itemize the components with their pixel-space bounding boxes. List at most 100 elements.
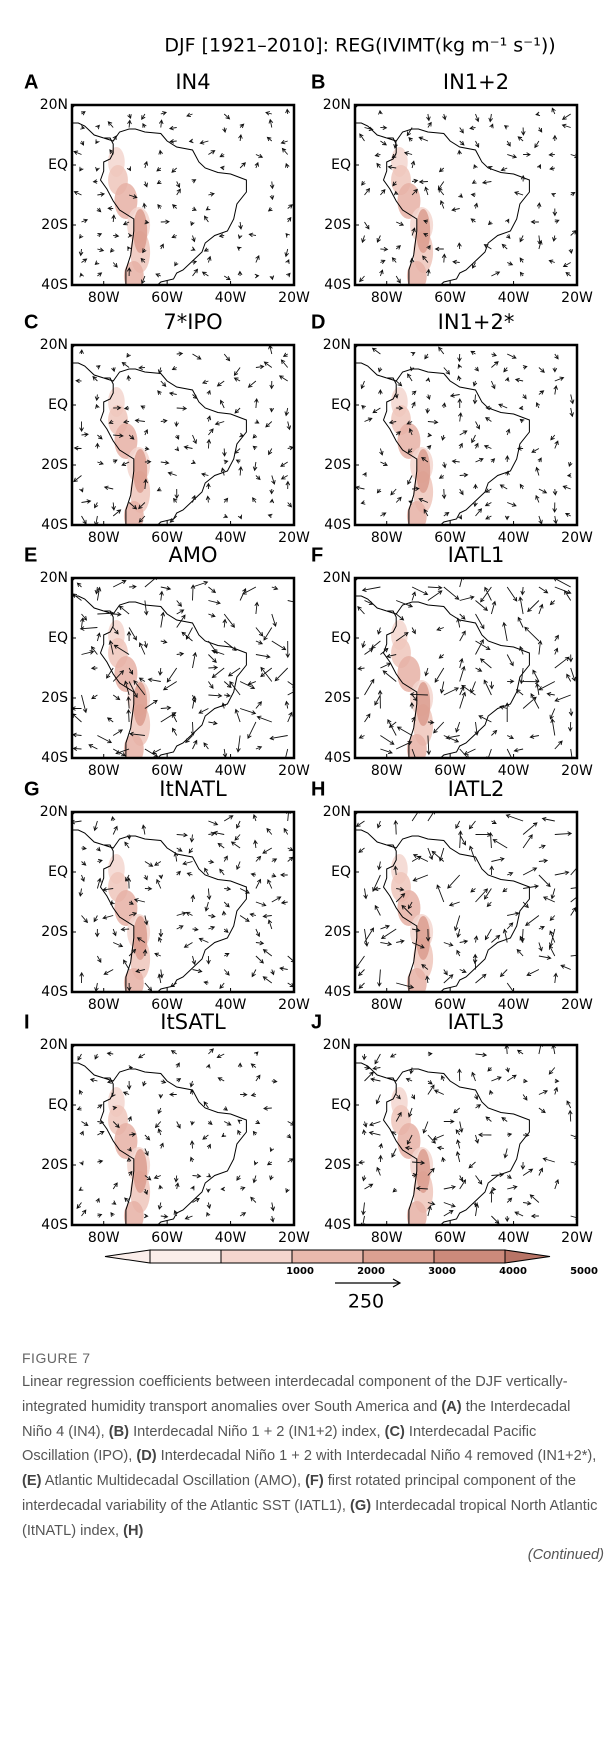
- panel-letter: D: [311, 311, 325, 333]
- lon-label: 20W: [561, 1230, 593, 1246]
- caption-run: Atlantic Multidecadal Oscillation (AMO),: [41, 1473, 306, 1490]
- lat-label: 20S: [41, 1157, 68, 1173]
- coastline: [382, 128, 530, 285]
- lat-label: 40S: [324, 984, 351, 1000]
- lat-label: 40S: [41, 984, 68, 1000]
- moisture-core: [416, 449, 431, 493]
- lon-label: 80W: [88, 997, 120, 1013]
- lat-label: 20S: [324, 690, 351, 706]
- colorbar-segment: [149, 1249, 222, 1264]
- reference-arrow-head: [392, 1278, 402, 1288]
- moisture-core: [133, 209, 148, 253]
- lon-label: 60W: [151, 1230, 183, 1246]
- panel-title: AMO: [168, 543, 217, 567]
- lon-label: 60W: [434, 1230, 466, 1246]
- continued: (Continued): [527, 1546, 604, 1563]
- map-frame: [353, 103, 579, 287]
- lat-label: 20N: [323, 97, 351, 113]
- moisture-shading: [123, 1201, 144, 1225]
- map-frame: [70, 1043, 296, 1227]
- lat-label: EQ: [331, 864, 351, 880]
- panel-title: ItNATL: [159, 777, 227, 801]
- caption-run: (B): [108, 1423, 130, 1440]
- lat-label: 20N: [40, 570, 68, 586]
- caption-label: FIGURE 7: [22, 1350, 91, 1366]
- lon-label: 80W: [88, 290, 120, 306]
- lat-label: 20S: [41, 924, 68, 940]
- coastline: [374, 96, 399, 104]
- coastline: [374, 1036, 399, 1044]
- panel-title: IN1+2: [443, 70, 509, 94]
- coastline: [99, 601, 247, 758]
- lon-label: 20W: [278, 530, 310, 546]
- map-content: [72, 96, 294, 285]
- panel-letter: J: [311, 1011, 322, 1033]
- coastline: [91, 96, 116, 104]
- map: 20N EQ 20S 40S 80W 60W 40W 20W: [40, 804, 310, 1013]
- lon-label: 80W: [88, 530, 120, 546]
- caption-run: (D): [136, 1448, 157, 1465]
- lat-label: EQ: [331, 630, 351, 646]
- map-frame: [353, 343, 579, 527]
- map-frame: [70, 103, 296, 287]
- caption-continued: (Continued): [22, 1544, 604, 1566]
- colorbar-label: 3000: [428, 1266, 456, 1277]
- map: 20N EQ 20S 40S 80W 60W 40W 20W: [40, 1036, 310, 1246]
- caption-run: Linear regression coefficients between i…: [22, 1374, 568, 1415]
- caption-run: Interdecadal Niño 1 + 2 (IN1+2) index,: [129, 1423, 385, 1440]
- wind-vectors: [355, 346, 575, 525]
- moisture-shading: [406, 501, 427, 525]
- lat-label: 40S: [41, 750, 68, 766]
- panel-letter: C: [24, 311, 38, 333]
- map: 20N EQ 20S 40S 80W 60W 40W 20W: [323, 337, 593, 546]
- coastline: [355, 122, 387, 139]
- map-content: [72, 578, 294, 758]
- coastline: [72, 829, 104, 846]
- map-content: [72, 812, 294, 992]
- wind-vectors: [359, 107, 577, 284]
- wind-vectors: [357, 578, 577, 758]
- lat-label: 20N: [323, 1037, 351, 1053]
- figure: DJF [1921–2010]: REG(IVIMT(kg m⁻¹ s⁻¹)) …: [24, 35, 598, 1313]
- lat-label: 20N: [323, 804, 351, 820]
- lon-label: 60W: [434, 290, 466, 306]
- coastline: [355, 829, 387, 846]
- lon-label: 80W: [371, 1230, 403, 1246]
- map: 20N EQ 20S 40S 80W 60W 40W 20W: [40, 96, 310, 306]
- lat-label: EQ: [48, 1097, 68, 1113]
- map: 20N EQ 20S 40S 80W 60W 40W 20W: [40, 337, 310, 546]
- lat-label: 20S: [41, 690, 68, 706]
- wind-vectors: [72, 578, 294, 758]
- moisture-core: [416, 682, 431, 726]
- coastline: [91, 1036, 116, 1044]
- lon-label: 80W: [371, 530, 403, 546]
- lat-label: 20N: [323, 570, 351, 586]
- panel-letter: A: [24, 71, 38, 93]
- moisture-shading: [406, 1201, 427, 1225]
- map: 20N EQ 20S 40S 80W 60W 40W 20W: [323, 570, 593, 779]
- moisture-shading: [123, 261, 144, 285]
- map-frame: [70, 810, 296, 994]
- wind-vectors: [73, 108, 294, 285]
- reference-arrow-label: 250: [348, 1291, 384, 1313]
- coastline: [99, 835, 247, 992]
- colorbar-label: 1000: [286, 1266, 314, 1277]
- lat-label: EQ: [48, 630, 68, 646]
- coastline: [99, 128, 247, 285]
- lat-label: EQ: [48, 397, 68, 413]
- lon-label: 60W: [151, 290, 183, 306]
- wind-vectors: [358, 1045, 577, 1225]
- coastline: [374, 803, 399, 811]
- lat-label: EQ: [331, 1097, 351, 1113]
- coastline: [382, 601, 530, 758]
- lat-label: 20N: [40, 1037, 68, 1053]
- moisture-core: [133, 1149, 148, 1193]
- map: 20N EQ 20S 40S 80W 60W 40W 20W: [323, 1036, 593, 1246]
- panel-letter: E: [24, 544, 37, 566]
- coastline: [72, 1062, 104, 1079]
- figure-title: DJF [1921–2010]: REG(IVIMT(kg m⁻¹ s⁻¹)): [164, 35, 555, 57]
- map-frame: [353, 576, 579, 760]
- moisture-core: [416, 1149, 431, 1193]
- coastline: [382, 835, 530, 992]
- lon-label: 20W: [561, 997, 593, 1013]
